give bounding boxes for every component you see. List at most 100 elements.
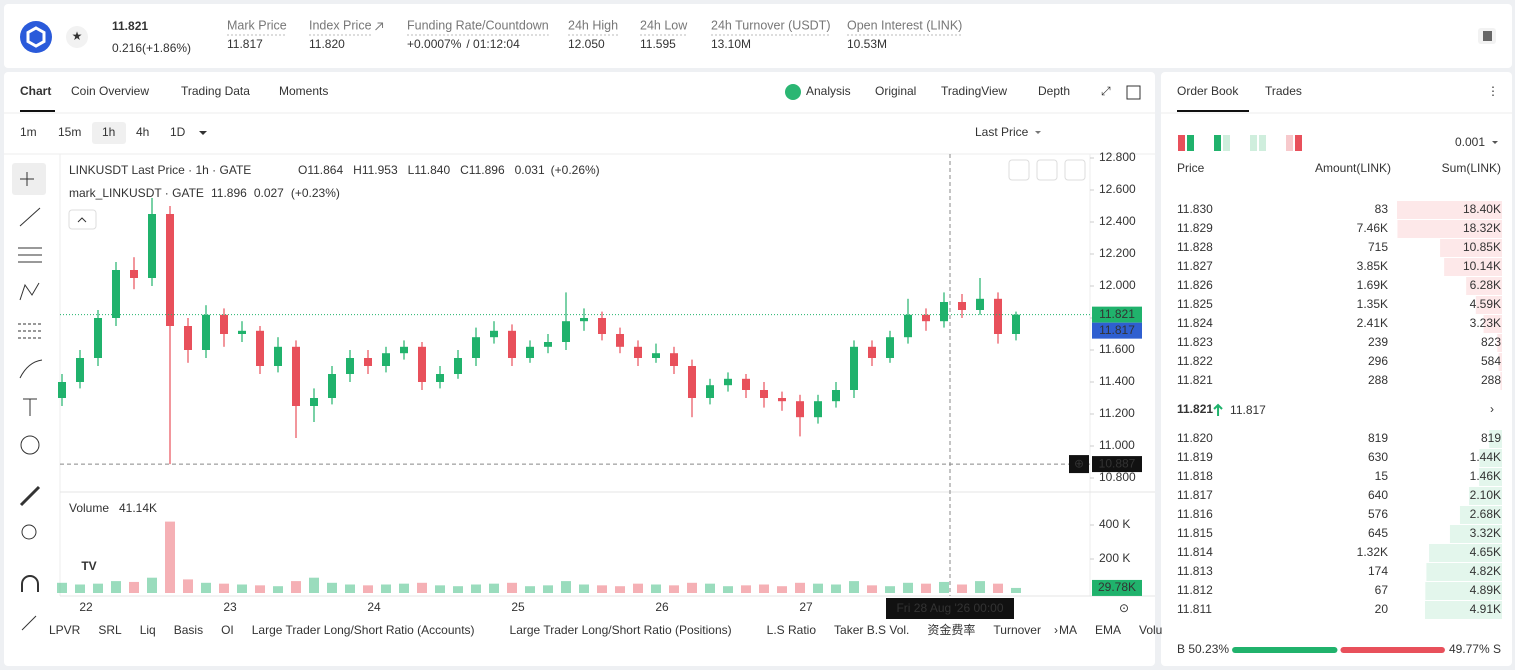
view-tab[interactable]: Analysis [806,84,851,98]
indicator[interactable]: SRL [98,623,122,637]
book-price[interactable]: 11.822 [1177,354,1213,368]
book-price[interactable]: 11.820 [1177,431,1213,445]
book-price[interactable]: 11.825 [1177,297,1213,311]
book-price[interactable]: 11.818 [1177,469,1213,483]
interval[interactable]: 1D [170,125,186,139]
candle-body [76,358,84,382]
stats: Mark Price 11.817 Index Price 11.820 Funding… [227,18,963,51]
view-tab[interactable]: TradingView [941,84,1007,98]
indicator[interactable]: Large Trader Long/Short Ratio (Positions… [510,623,732,637]
layout-icon[interactable] [1214,135,1221,151]
layout-icon[interactable] [1295,135,1302,151]
layout-icon[interactable] [1223,135,1230,151]
book-tab[interactable]: Trades [1265,84,1302,98]
book-price[interactable]: 11.811 [1177,602,1212,616]
book-price[interactable]: 11.828 [1177,240,1213,254]
volume-tag-label: 29.78K [1098,580,1136,594]
book-price[interactable]: 11.815 [1177,526,1213,540]
indicator[interactable]: MA [1059,623,1077,637]
volume-bar [147,577,157,593]
favorite-button[interactable] [66,26,88,48]
book-price[interactable]: 11.827 [1177,259,1213,273]
candle-body [652,353,660,358]
book-price[interactable]: 11.816 [1177,507,1213,521]
tab[interactable]: Trading Data [181,84,250,98]
stat-label: Open Interest (LINK) [847,18,962,32]
volume-bar [939,581,949,593]
depth-bar [1475,296,1502,314]
menu-icon[interactable]: ⋮ [1487,84,1499,98]
price-tag [1092,306,1142,323]
indicator[interactable]: Taker B.S Vol. [834,623,909,637]
book-amount: 576 [1368,507,1388,521]
tool-icon [19,485,41,507]
volume-bar [723,586,733,593]
candle-body [598,318,606,334]
tool-icon [20,172,34,186]
indicator[interactable]: Basis [174,623,203,637]
layout-icon[interactable] [1286,135,1293,151]
interval[interactable]: 1m [20,125,37,139]
indicator[interactable]: L.S Ratio [767,623,817,637]
indicator[interactable]: LPVR [49,623,81,637]
chevron-right[interactable]: › [1054,623,1058,637]
book-price[interactable]: 11.830 [1177,202,1213,216]
chart-button[interactable] [1008,159,1030,181]
chevron-right[interactable]: › [1490,402,1494,416]
book-price[interactable]: 11.814 [1177,545,1213,559]
volume-bar [777,586,787,593]
book-price[interactable]: 11.823 [1177,335,1213,349]
volume-bar [975,581,985,593]
indicator[interactable]: OI [221,623,234,637]
price-tag [1092,456,1142,473]
view-tab[interactable]: Original [875,84,916,98]
tab[interactable]: Chart [20,84,51,98]
indicator[interactable]: Turnover [993,623,1041,637]
book-price[interactable]: 11.819 [1177,450,1213,464]
book-tab[interactable]: Order Book [1177,84,1239,98]
layout-icon[interactable] [1187,135,1194,151]
interval[interactable]: 1h [102,125,115,139]
candle-body [274,346,282,366]
stat-value: 11.817 [227,37,263,51]
book-price[interactable]: 11.826 [1177,278,1213,292]
indicator[interactable]: 资金费率 [927,622,975,637]
crosshair-time-bg [886,598,1014,619]
indicator[interactable]: EMA [1095,623,1121,637]
book-price[interactable]: 11.824 [1177,316,1213,330]
candle-body [688,366,696,398]
book-price[interactable]: 11.813 [1177,564,1213,578]
interval[interactable]: 4h [136,125,149,139]
add-button[interactable] [1069,455,1089,474]
indicator[interactable]: Volu [1139,623,1162,637]
layout-icon[interactable] [1250,135,1257,151]
expand-icon[interactable]: ⤢ [1100,84,1111,98]
book-sum: 4.65K [1470,545,1501,559]
book-price[interactable]: 11.812 [1177,583,1213,597]
dropdown [1492,141,1498,144]
price-type[interactable]: Last Price [975,125,1029,139]
book-price[interactable]: 11.817 [1177,488,1213,502]
precision[interactable]: 0.001 [1455,135,1485,149]
candle-body [706,385,714,398]
candle-body [94,318,102,358]
collapse-button[interactable] [68,209,97,230]
interval[interactable]: 15m [58,125,81,139]
book-price[interactable]: 11.829 [1177,221,1213,235]
settings-icon[interactable]: ⊙ [1119,601,1129,615]
tab[interactable]: Moments [279,84,328,98]
layout-icon[interactable] [1178,135,1185,151]
tab[interactable]: Coin Overview [71,84,149,98]
view-tab[interactable]: Depth [1038,84,1070,98]
chart-button[interactable] [1064,159,1086,181]
candle-body [256,330,264,366]
book-price[interactable]: 11.821 [1177,373,1213,387]
book-sum: 584 [1481,354,1501,368]
layout-icon[interactable] [1259,135,1266,151]
window-icon[interactable] [1126,85,1141,100]
candle-body [922,314,930,322]
indicator[interactable]: Large Trader Long/Short Ratio (Accounts) [252,623,475,637]
stat-value: 12.050 [568,37,605,51]
chart-button[interactable] [1036,159,1058,181]
indicator[interactable]: Liq [140,623,156,637]
